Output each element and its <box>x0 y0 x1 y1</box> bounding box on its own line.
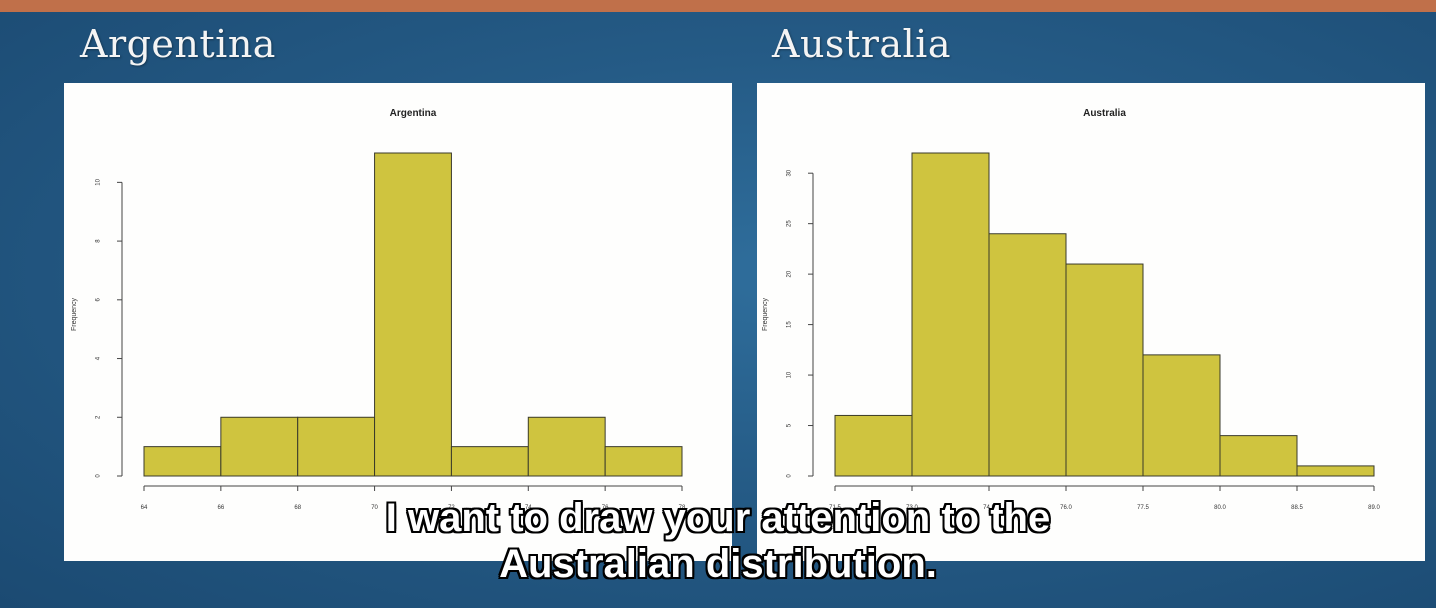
argentina-chart-panel: Argentina Frequency 0 2 4 6 8 10 64 66 68 70 72 74 76 7… <box>64 83 732 561</box>
histogram-bar <box>1219 435 1298 477</box>
x-tick-label: 68 <box>294 505 301 511</box>
video-caption: I want to draw your attention to the Aus… <box>0 495 1436 595</box>
y-tick-label: 8 <box>96 239 102 243</box>
histogram-bar <box>1296 465 1375 477</box>
x-tick-label: 71.5 <box>829 505 841 511</box>
histogram-bar <box>450 446 529 477</box>
y-axis-label: Frequency <box>762 297 769 331</box>
chart-title: Australia <box>1083 108 1126 119</box>
y-tick-label: 10 <box>96 178 102 185</box>
histogram-bar <box>834 414 913 477</box>
x-tick-label: 66 <box>218 505 225 511</box>
y-tick-label: 4 <box>96 356 102 360</box>
x-tick-label: 74.5 <box>983 505 995 511</box>
histogram-bar <box>220 416 299 477</box>
x-tick-label: 64 <box>141 505 148 511</box>
caption-line-2: Australian distribution. <box>499 542 937 586</box>
x-tick-label: 76 <box>602 505 609 511</box>
histogram-bar <box>297 416 376 477</box>
histogram-bar <box>988 233 1067 477</box>
y-axis-label: Frequency <box>71 297 78 331</box>
header-accent-bar <box>0 0 1436 12</box>
australia-chart-panel: Australia Frequency 0 5 10 15 20 25 30 71.5 73.0 74… <box>757 83 1425 561</box>
y-tick-label: 2 <box>96 415 102 419</box>
x-tick-label: 80.0 <box>1214 505 1226 511</box>
y-tick-label: 10 <box>787 371 793 378</box>
histogram-bar <box>1065 263 1144 477</box>
y-tick-label: 0 <box>96 474 102 478</box>
histogram-bar <box>374 152 452 477</box>
x-tick-label: 78 <box>679 505 686 511</box>
x-tick-label: 89.0 <box>1368 505 1380 511</box>
chart-title: Argentina <box>390 108 437 119</box>
x-tick-label: 77.5 <box>1137 505 1149 511</box>
x-tick-label: 74 <box>525 505 532 511</box>
x-tick-label: 73.0 <box>906 505 918 511</box>
y-tick-label: 6 <box>96 297 102 301</box>
slide-title-argentina: Argentina <box>80 22 276 66</box>
x-tick-label: 76.0 <box>1060 505 1072 511</box>
y-tick-label: 15 <box>787 321 793 328</box>
x-tick-label: 88.5 <box>1291 505 1303 511</box>
y-tick-label: 20 <box>787 270 793 277</box>
histogram-bar <box>143 446 222 477</box>
australia-histogram: Australia Frequency 0 5 10 15 20 25 30 71.5 73.0 74… <box>762 108 1380 511</box>
y-tick-label: 0 <box>787 474 793 478</box>
histogram-bar <box>911 152 990 477</box>
y-tick-label: 5 <box>787 423 793 427</box>
x-tick-label: 72 <box>448 505 455 511</box>
y-tick-label: 30 <box>787 169 793 176</box>
histogram-bar <box>604 446 683 477</box>
caption-line-1: I want to draw your attention to the <box>385 496 1051 540</box>
histogram-bar <box>1142 354 1221 477</box>
y-tick-label: 25 <box>787 220 793 227</box>
x-tick-label: 70 <box>371 505 378 511</box>
slide-title-australia: Australia <box>772 22 951 66</box>
histogram-bar <box>527 416 606 477</box>
